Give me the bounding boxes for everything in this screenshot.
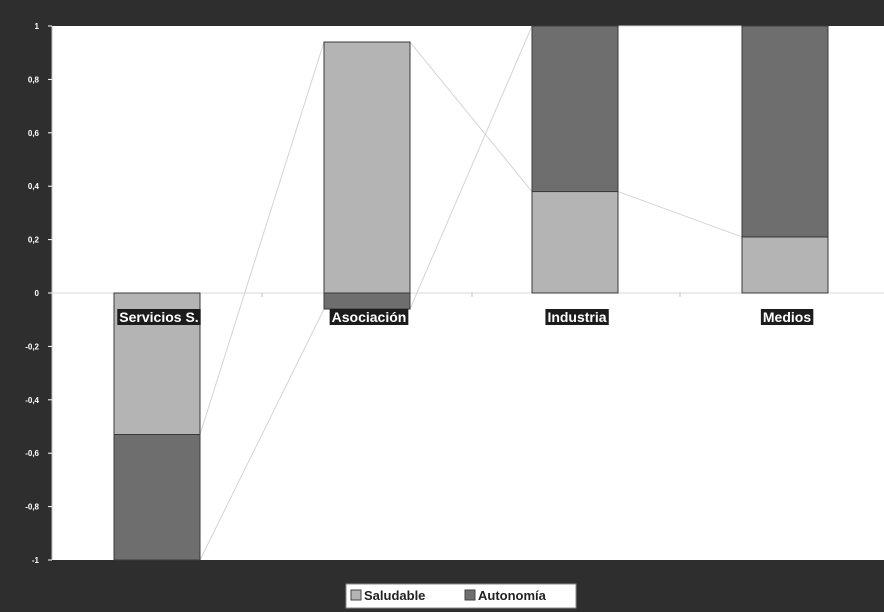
category-label-text: Servicios S. <box>119 309 198 325</box>
y-tick-label: -0,4 <box>25 396 39 405</box>
legend-swatch-autonomia <box>464 589 476 601</box>
series-line-saludable <box>199 41 325 435</box>
series-line-autonomia <box>409 25 533 310</box>
bar-autonomia-industria <box>531 25 619 193</box>
series-line-saludable <box>409 41 533 192</box>
category-label-servicios-s: Servicios S. <box>117 309 201 325</box>
bar-saludable-asociacion <box>323 41 411 294</box>
bars-group <box>113 25 829 561</box>
series-line-autonomia <box>199 308 325 561</box>
y-tick-label: 0,2 <box>28 236 40 245</box>
legend-label-autonomia: Autonomía <box>478 588 547 603</box>
bar-autonomia-asociacion <box>323 292 411 310</box>
series-lines <box>199 25 743 561</box>
category-labels: Servicios S. Asociación Industria Medios <box>117 309 814 325</box>
y-axis-ticks: -1 -0,8 -0,6 -0,4 -0,2 0 0,2 0,4 0,6 0,8 1 <box>25 22 52 565</box>
y-tick-label: -0,8 <box>25 503 39 512</box>
legend-box <box>345 583 577 609</box>
y-tick-label: -1 <box>32 556 40 565</box>
category-label-background <box>545 309 609 325</box>
y-tick-label: 0,8 <box>28 75 40 84</box>
y-tick-label: 0,4 <box>28 182 40 191</box>
category-label-asociacion: Asociación <box>329 309 409 325</box>
bar-autonomia-medios <box>741 25 829 238</box>
y-tick-label: 0 <box>35 289 40 298</box>
series-line-saludable <box>617 191 743 238</box>
bar-saludable-medios <box>741 236 829 294</box>
y-tick-label: -0,2 <box>25 342 39 351</box>
y-tick-label: 0,6 <box>28 129 40 138</box>
bar-autonomia-servicios-s <box>113 434 201 561</box>
legend-swatch-saludable <box>350 589 362 601</box>
category-label-text: Asociación <box>332 309 407 325</box>
category-label-text: Industria <box>547 309 606 325</box>
category-label-medios: Medios <box>760 309 814 325</box>
bar-saludable-industria <box>531 191 619 294</box>
category-label-background <box>760 309 814 325</box>
legend-label-saludable: Saludable <box>364 588 425 603</box>
category-label-background <box>329 309 409 325</box>
category-label-industria: Industria <box>545 309 609 325</box>
category-label-text: Medios <box>763 309 811 325</box>
y-tick-label: 1 <box>35 22 40 31</box>
legend: Saludable Autonomía <box>345 583 577 609</box>
category-label-background <box>117 309 201 325</box>
y-tick-label: -0,6 <box>25 449 39 458</box>
